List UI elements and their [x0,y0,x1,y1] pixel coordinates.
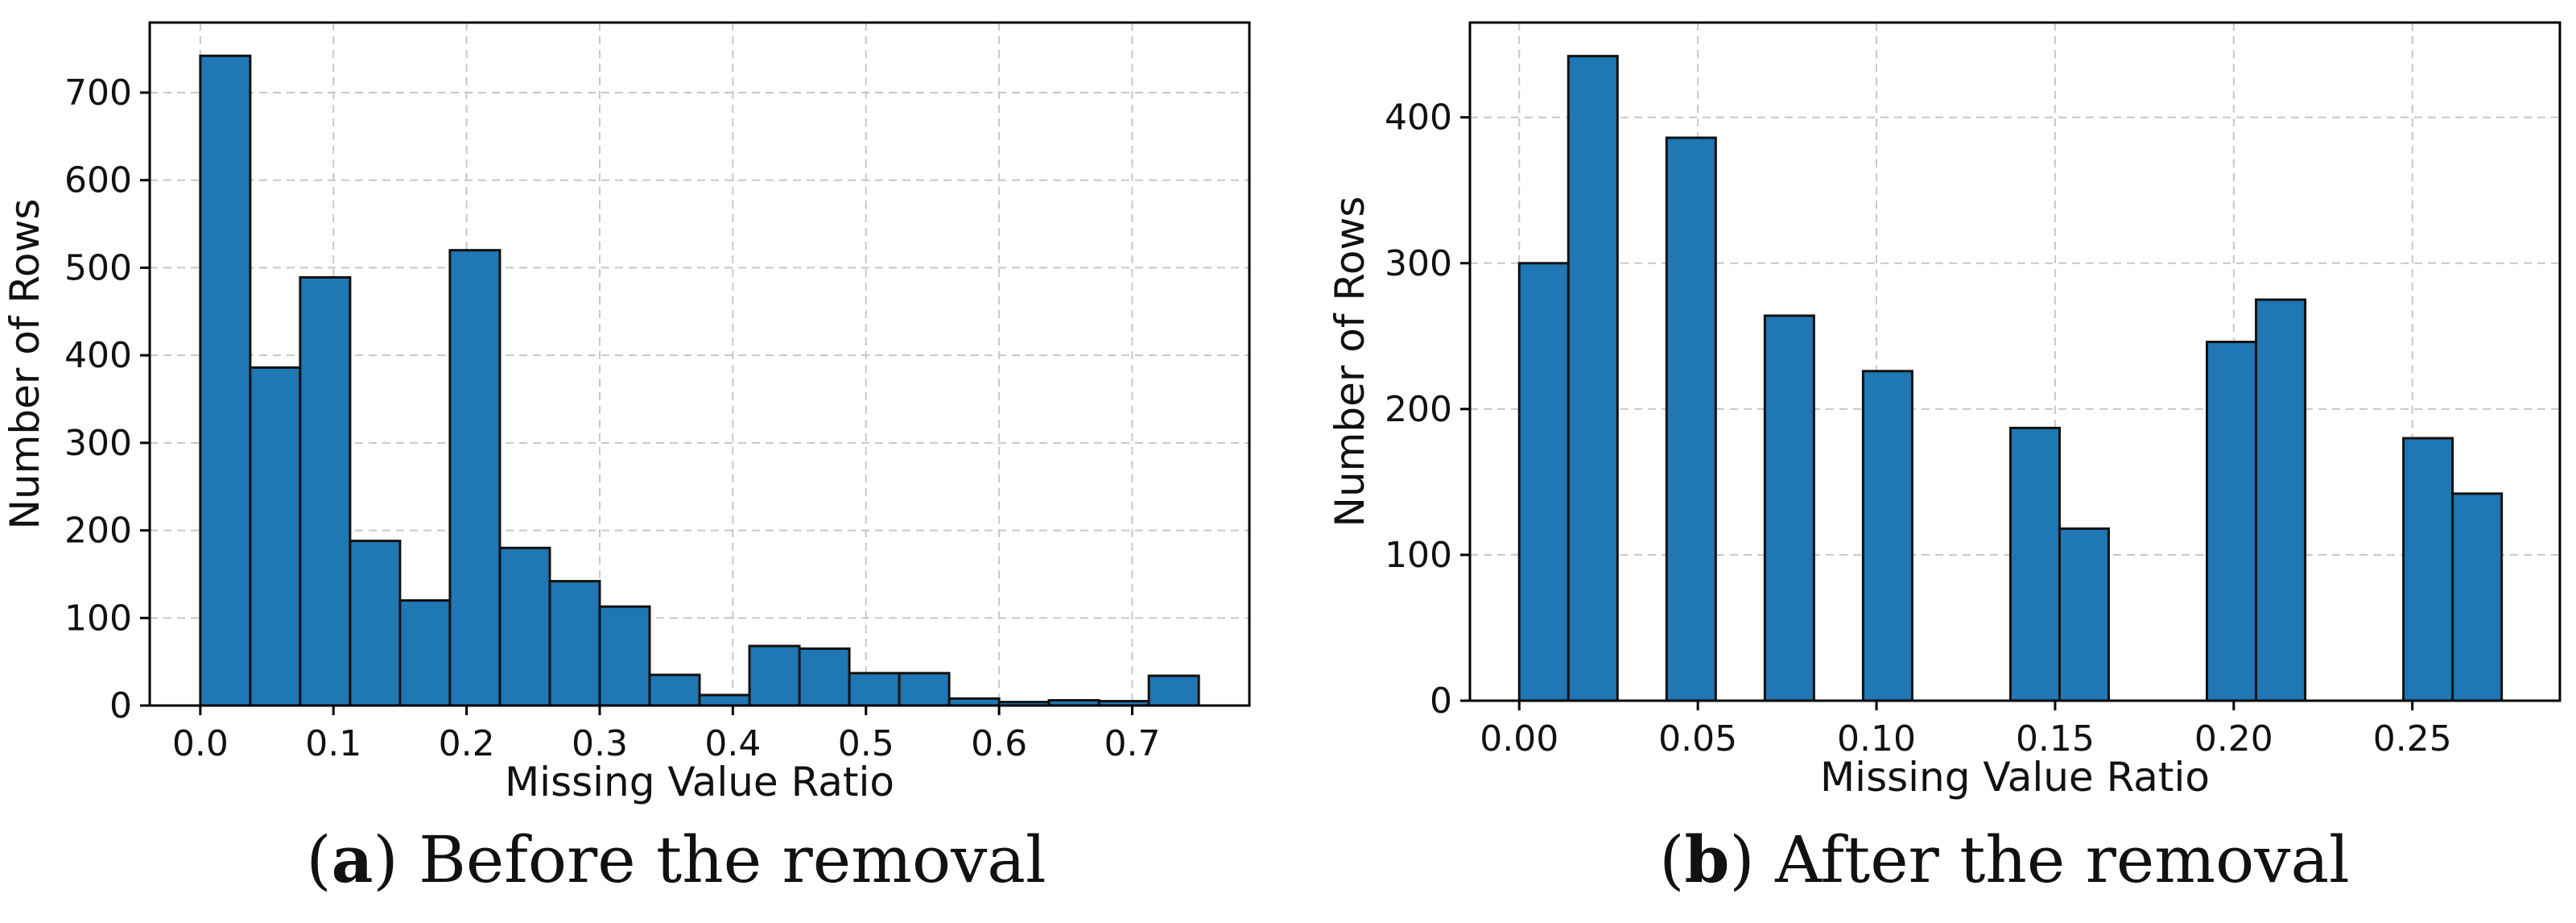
a-bar [698,693,751,707]
caption-a-letter: a [331,822,374,897]
a-ytick-label: 200 [64,511,132,552]
a-xtick-label: 0.0 [172,723,229,764]
b-bar [2008,426,2061,702]
b-xtick-label: 0.00 [1480,718,1558,760]
chart-b-after-removal: 0.00 0.05 0.10 0.15 0.20 0.25 0 100 200 300 400 Mis… [1327,21,2562,801]
b-ylabel: Number of Rows [1327,197,1373,528]
a-bar [498,546,551,707]
b-bar [2451,492,2504,702]
b-xtick-label: 0.05 [1658,718,1737,760]
b-bar [1861,370,1913,702]
caption-a-text: Before the removal [419,822,1046,897]
caption-b: (b) After the removal [1659,822,2350,897]
a-xtick-label: 0.2 [439,723,495,764]
b-bar [1665,136,1717,702]
b-ytick-label: 0 [1430,681,1452,722]
a-ytick-label: 300 [64,423,132,464]
a-bar [798,647,851,707]
a-ytick-label: 0 [109,685,132,726]
a-bar [398,599,452,707]
b-xtick-label: 0.25 [2373,718,2452,760]
caption-b-text: After the removal [1775,822,2350,897]
a-bar [1147,674,1200,707]
b-ytick-label: 300 [1385,243,1452,284]
a-bars [199,54,1200,707]
a-ytick-label: 600 [64,160,132,201]
b-bars [1517,55,2504,702]
b-bar [1763,314,1815,702]
a-xtick-label: 0.4 [704,723,761,764]
a-xtick-label: 0.6 [971,723,1027,764]
a-bar [648,673,701,707]
a-ytick-label: 400 [64,335,132,376]
b-xtick-label: 0.20 [2194,718,2273,760]
b-bar [2058,527,2110,702]
a-xtick-label: 0.7 [1104,723,1160,764]
a-bar [898,672,951,707]
b-bar [2206,341,2258,702]
a-ytick-label: 100 [64,598,132,639]
b-ticks: 0.00 0.05 0.10 0.15 0.20 0.25 0 100 200 300 400 [1385,97,2452,760]
a-bar [448,249,502,707]
a-plot-frame [148,21,1251,707]
chart-a-before-removal: 0.0 0.1 0.2 0.3 0.4 0.5 0.6 0.7 0 100 200 300 400 500… [2,21,1251,805]
b-xtick-label: 0.10 [1837,718,1916,760]
a-xtick-label: 0.5 [838,723,894,764]
a-bar [848,672,901,707]
b-plot-frame [1468,21,2562,702]
a-bar [598,605,651,707]
a-xtick-label: 0.3 [572,723,628,764]
a-bar [748,644,801,707]
a-bar [249,366,302,707]
b-xlabel: Missing Value Ratio [1820,754,2210,801]
b-ytick-label: 400 [1385,97,1452,139]
caption-b-letter: b [1684,822,1730,897]
a-xlabel: Missing Value Ratio [505,759,894,805]
b-bar [2255,298,2307,702]
a-bar [548,580,601,707]
a-xtick-label: 0.1 [305,723,361,764]
a-bar [349,540,402,707]
a-ticks: 0.0 0.1 0.2 0.3 0.4 0.5 0.6 0.7 0 100 200 300 400 500… [64,72,1160,764]
a-ytick-label: 500 [64,247,132,288]
a-ylabel: Number of Rows [2,199,48,530]
a-bar [299,275,352,707]
a-ytick-label: 700 [64,72,132,114]
b-bar [1517,262,1570,702]
caption-a: (a) Before the removal [306,822,1046,897]
a-bar [199,54,252,707]
b-bar [2402,437,2454,702]
b-ytick-label: 200 [1385,389,1452,430]
b-xtick-label: 0.15 [2016,718,2095,760]
b-ytick-label: 100 [1385,535,1452,576]
b-bar [1567,55,1619,702]
